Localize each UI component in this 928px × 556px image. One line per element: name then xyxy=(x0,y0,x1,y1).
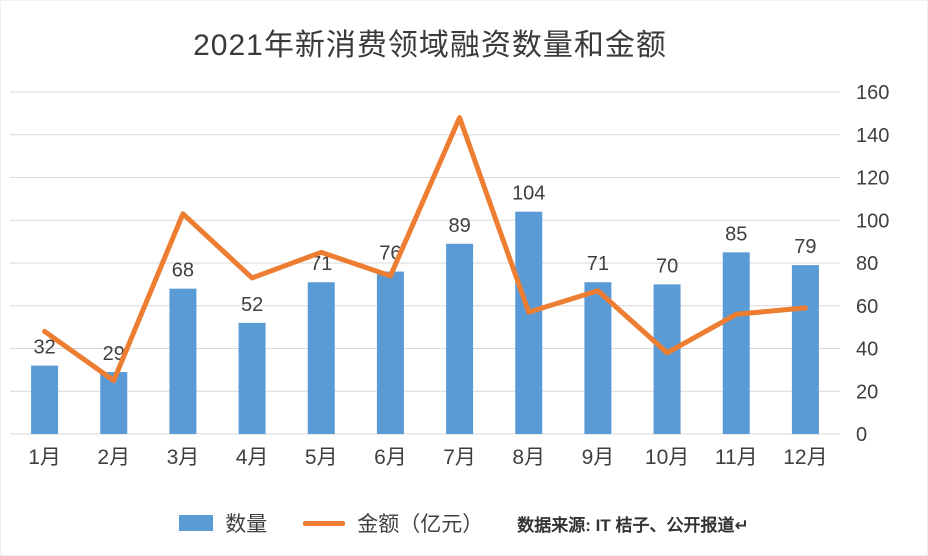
bar-6月 xyxy=(376,271,404,434)
x-axis-label: 3月 xyxy=(167,446,200,469)
y-axis-tick-label: 140 xyxy=(856,125,889,147)
bar-value-label: 89 xyxy=(448,215,470,237)
bar-11月 xyxy=(722,252,750,434)
bar-3月 xyxy=(169,288,197,434)
legend-swatch-bar xyxy=(179,515,214,531)
bar-value-label: 29 xyxy=(103,343,125,365)
x-axis-label: 10月 xyxy=(645,446,689,469)
y-axis-tick-label: 80 xyxy=(856,253,878,275)
bar-5月 xyxy=(307,282,335,434)
bar-4月 xyxy=(238,322,266,434)
y-axis-tick-label: 0 xyxy=(856,424,867,446)
bar-value-label: 68 xyxy=(172,260,194,282)
y-axis-tick-label: 120 xyxy=(856,168,889,190)
bar-value-label: 52 xyxy=(241,294,263,316)
x-axis-label: 11月 xyxy=(715,446,758,469)
bar-1月 xyxy=(31,365,59,434)
y-axis-tick-label: 160 xyxy=(856,82,889,104)
bar-8月 xyxy=(515,211,543,434)
bar-value-label: 104 xyxy=(512,183,545,205)
bar-12月 xyxy=(791,265,819,434)
x-axis-label: 9月 xyxy=(582,446,615,469)
x-axis-label: 7月 xyxy=(443,446,476,469)
legend-label-amount: 金额（亿元） xyxy=(357,513,484,536)
legend-swatch-line xyxy=(303,520,346,526)
bar-value-label: 79 xyxy=(794,236,816,258)
bar-value-label: 32 xyxy=(33,337,55,359)
x-axis-label: 2月 xyxy=(97,446,130,469)
x-axis-label: 8月 xyxy=(512,446,545,469)
x-axis-label: 1月 xyxy=(28,446,61,469)
chart-title: 2021年新消费领域融资数量和金额 xyxy=(193,29,667,62)
bar-value-label: 85 xyxy=(725,223,747,245)
y-axis-tick-label: 60 xyxy=(856,296,878,318)
bar-9月 xyxy=(584,282,612,434)
y-axis-tick-label: 20 xyxy=(856,381,878,403)
x-axis-label: 5月 xyxy=(305,446,338,469)
y-axis-tick-label: 100 xyxy=(856,210,889,232)
x-axis-label: 6月 xyxy=(374,446,407,469)
legend: 数量 金额（亿元） 数据来源: IT 桔子、公开报道↵ xyxy=(0,508,928,538)
x-axis-label: 12月 xyxy=(783,446,827,469)
bar-value-label: 71 xyxy=(587,253,609,275)
bar-7月 xyxy=(446,243,474,434)
bar-10月 xyxy=(653,284,681,434)
bar-value-label: 70 xyxy=(656,255,678,277)
bar-value-label: 71 xyxy=(310,253,332,275)
line-series xyxy=(42,115,808,384)
y-axis-tick-label: 40 xyxy=(856,339,878,361)
source-note: 数据来源: IT 桔子、公开报道↵ xyxy=(517,515,749,535)
x-axis-label: 4月 xyxy=(236,446,269,469)
legend-label-quantity: 数量 xyxy=(225,513,268,536)
